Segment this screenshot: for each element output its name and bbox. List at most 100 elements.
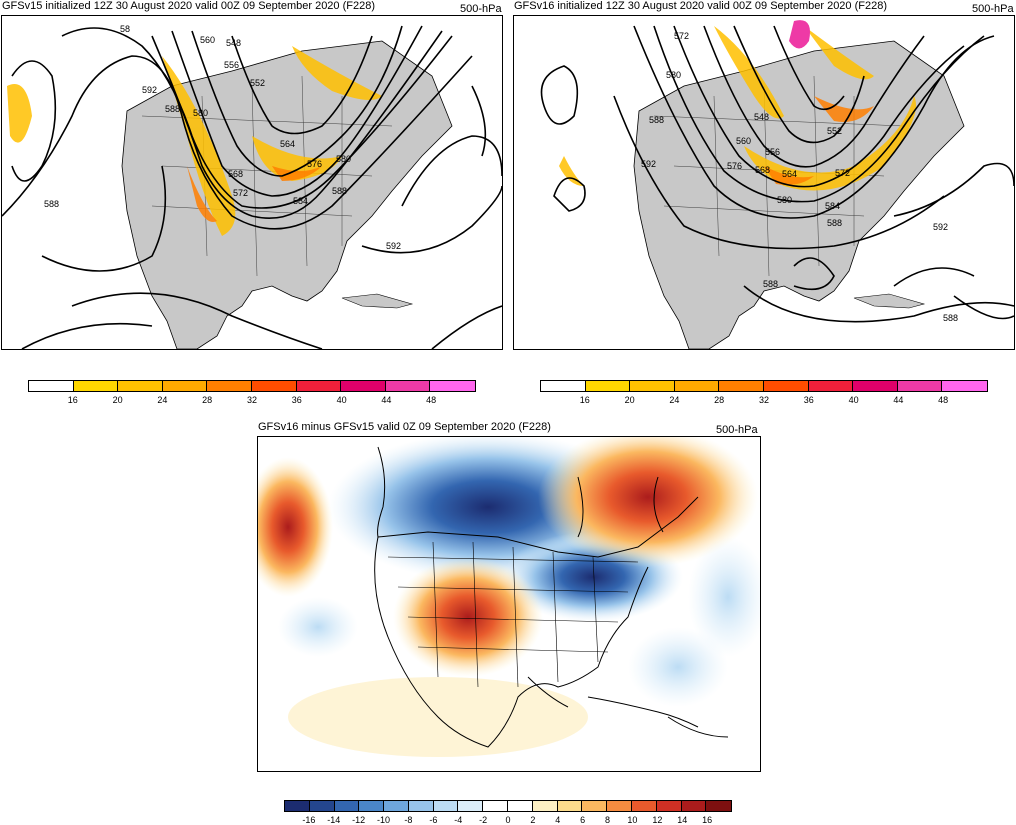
colorbar-tick-label: -10 [377,815,391,825]
colorbar-swatch [582,801,608,811]
contour-label: 548 [754,112,769,122]
colorbar-swatch [674,381,720,391]
colorbar-swatch [853,381,898,391]
colorbar-swatch [207,381,252,391]
colorbar-tick-label: 44 [381,395,392,405]
contour-label: 556 [224,60,239,70]
north-america-land [121,40,453,349]
right-map-panel: 572 580 548 588 560 552 592 576 568 556 … [513,15,1015,350]
contour-label: 588 [332,186,347,196]
colorbar-tick-label: 12 [652,815,663,825]
colorbar-swatch [73,381,119,391]
colorbar-tick-label: 20 [624,395,635,405]
contour-label: 580 [336,154,351,164]
colorbar-tick-label: 6 [580,815,586,825]
contour-label: 580 [777,195,792,205]
colorbar-boxes [284,800,732,812]
contour-label: 58 [120,24,130,34]
colorbar-swatch [341,381,386,391]
contour-label: 580 [666,70,681,80]
colorbar-tick-label: 28 [202,395,213,405]
contour-label: 592 [641,159,656,169]
contour-label: 592 [142,85,157,95]
geopotential-contours [540,25,1014,323]
colorbar-tick-label: 40 [336,395,347,405]
right-panel-title: GFSv16 initialized 12Z 30 August 2020 va… [514,0,888,12]
colorbar-swatch [334,801,360,811]
colorbar-tick-label: 40 [848,395,859,405]
colorbar-tick-label: 20 [112,395,123,405]
colorbar-swatch [408,801,434,811]
north-america-land [633,40,965,349]
diff-panel-level: 500-hPa [716,424,758,436]
colorbar-tick-label: 24 [157,395,168,405]
colorbar-tick-label: 36 [803,395,814,405]
colorbar-tick-label: 48 [426,395,437,405]
colorbar-swatch [557,801,583,811]
diff-panel-title: GFSv16 minus GFSv15 valid 0Z 09 Septembe… [258,421,551,433]
contour-label: 588 [827,218,842,228]
colorbar-tick-label: 44 [893,395,904,405]
left-panel-level: 500-hPa [460,3,502,15]
colorbar-tick-label: -16 [302,815,316,825]
colorbar-tick-label: -8 [404,815,413,825]
contour-label: 560 [736,136,751,146]
contour-label: 580 [193,108,208,118]
contour-label: 552 [827,126,842,136]
contour-label: 548 [226,38,241,48]
colorbar-swatch [541,381,586,391]
contour-label: 564 [782,169,797,179]
colorbar-tick-label: 32 [246,395,258,405]
contour-label: 576 [307,159,322,169]
colorbar-swatch [162,381,208,391]
left-map-panel: 58 560 548 556 552 592 588 580 564 576 5… [1,15,503,350]
colorbar-swatch [483,801,509,811]
colorbar-tick-label: 16 [579,395,590,405]
colorbar-swatch [631,801,657,811]
colorbar-swatch [763,381,809,391]
right-panel-level: 500-hPa [972,3,1014,15]
colorbar-swatch [458,801,484,811]
colorbar-tick-label: -14 [327,815,341,825]
colorbar-boxes [28,380,476,392]
colorbar-swatch [630,381,675,391]
diff-map-panel [257,436,761,772]
colorbar-swatch [309,801,335,811]
contour-label: 568 [228,169,243,179]
contour-label: 560 [200,35,215,45]
colorbar-swatch [285,801,310,811]
contour-label: 588 [763,279,778,289]
colorbar-swatch [808,381,854,391]
colorbar-swatch [607,801,632,811]
colorbar-tick-label: 36 [291,395,302,405]
colorbar-swatch [433,801,459,811]
colorbar-swatch [942,381,987,391]
contour-label: 572 [835,168,850,178]
colorbar-tick-label: -4 [454,815,463,825]
colorbar-tick-label: 14 [677,815,688,825]
colorbar-swatch [251,381,297,391]
colorbar-swatch [296,381,342,391]
colorbar-swatch [585,381,631,391]
contour-label: 584 [293,196,308,206]
colorbar-swatch [508,801,533,811]
colorbar-swatch [681,801,707,811]
contour-label: 572 [233,188,248,198]
contour-label: 592 [386,241,401,251]
colorbar-swatch [359,801,385,811]
contour-label: 564 [280,139,295,149]
right-wind-colorbar: 16 20 24 28 32 36 40 44 48 [540,380,988,410]
colorbar-tick-label: 16 [67,395,78,405]
contour-label: 588 [165,104,180,114]
left-wind-colorbar: 16 20 24 28 32 36 40 44 48 [28,380,476,410]
colorbar-swatch [897,381,943,391]
contour-label: 556 [765,147,780,157]
colorbar-tick-label: 8 [605,815,611,825]
colorbar-swatch [29,381,74,391]
contour-label: 552 [250,78,265,88]
contour-label: 576 [727,161,742,171]
colorbar-tick-label: 16 [702,815,713,825]
colorbar-swatch [706,801,732,811]
diff-colorbar: -16 -14 -12 -10 -8 -6 -4 -2 0 2 4 6 8 10 12 14 16 [284,800,732,825]
colorbar-tick-label: 4 [555,815,561,825]
